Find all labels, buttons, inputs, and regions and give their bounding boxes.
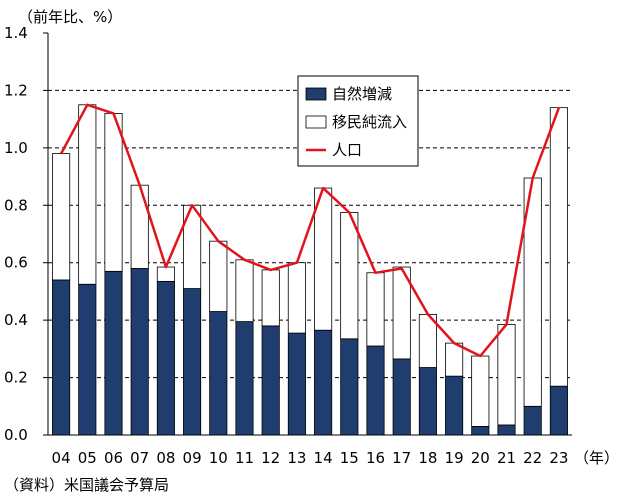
x-tick-label: 06 (104, 449, 123, 467)
bar-natural-increase (366, 345, 385, 436)
bar-natural-increase (261, 325, 280, 436)
legend-label-net-migration: 移民純流入 (332, 113, 407, 131)
bar-net-migration (549, 107, 568, 387)
x-tick-label: 16 (366, 449, 385, 467)
line-population (59, 103, 561, 358)
bar-natural-increase (471, 425, 490, 436)
bar-natural-increase (104, 270, 123, 436)
x-tick-label: 14 (314, 449, 333, 467)
source-note: （資料）米国議会予算局 (4, 476, 170, 494)
bar-natural-increase (445, 375, 464, 436)
legend-swatch-net-migration (305, 115, 327, 129)
bar-natural-increase (130, 268, 149, 436)
x-tick-label: 09 (183, 449, 202, 467)
y-axis-label: （前年比、%） (18, 8, 123, 26)
y-tick-label: 1.2 (4, 81, 28, 99)
x-tick-label: 13 (287, 449, 306, 467)
bar-natural-increase (418, 367, 437, 436)
x-tick-label: 22 (523, 449, 542, 467)
bar-net-migration (156, 266, 175, 282)
legend-label-natural-increase: 自然増減 (332, 85, 392, 103)
x-tick-label: 08 (156, 449, 175, 467)
y-tick-label: 1.4 (4, 24, 28, 42)
bar-net-migration (261, 269, 280, 327)
x-tick-label: 10 (209, 449, 228, 467)
bar-natural-increase (156, 280, 175, 436)
bar-net-migration (366, 272, 385, 347)
bar-natural-increase (209, 311, 228, 436)
bar-natural-increase (340, 338, 359, 436)
y-tick-label: 0.2 (4, 369, 28, 387)
x-tick-label: 05 (78, 449, 97, 467)
bar-net-migration (497, 324, 516, 426)
bar-natural-increase (497, 424, 516, 436)
x-tick-label: 15 (340, 449, 359, 467)
x-tick-label: 21 (497, 449, 516, 467)
y-tick-label: 0.8 (4, 196, 28, 214)
bar-natural-increase (392, 358, 411, 436)
x-tick-label: 07 (130, 449, 149, 467)
x-tick-label: 11 (235, 449, 254, 467)
legend-label-population: 人口 (332, 141, 362, 159)
bar-natural-increase (549, 385, 568, 436)
y-tick-label: 0.4 (4, 311, 28, 329)
bar-net-migration (104, 113, 123, 272)
bar-net-migration (471, 355, 490, 427)
x-tick-label: 12 (261, 449, 280, 467)
bar-net-migration (340, 212, 359, 340)
x-axis-unit: （年） (574, 449, 618, 467)
bar-natural-increase (235, 321, 254, 436)
x-tick-label: 20 (471, 449, 490, 467)
bar-natural-increase (78, 283, 97, 436)
bar-net-migration (314, 187, 333, 331)
x-tick-label: 23 (549, 449, 568, 467)
bar-net-migration (52, 153, 71, 281)
bar-natural-increase (314, 329, 333, 436)
x-tick-label: 17 (392, 449, 411, 467)
x-tick-label: 19 (445, 449, 464, 467)
bar-net-migration (78, 104, 97, 285)
bar-net-migration (445, 342, 464, 377)
bar-net-migration (392, 266, 411, 360)
legend-swatch-natural-increase (305, 87, 327, 101)
y-tick-label: 0.0 (4, 426, 28, 444)
bar-natural-increase (287, 332, 306, 436)
y-tick-label: 0.6 (4, 254, 28, 272)
bar-natural-increase (523, 405, 542, 436)
bar-net-migration (235, 259, 254, 322)
x-tick-label: 04 (52, 449, 71, 467)
bar-net-migration (287, 262, 306, 334)
x-tick-label: 18 (418, 449, 437, 467)
bar-net-migration (130, 184, 149, 269)
bar-net-migration (209, 240, 228, 312)
bar-natural-increase (52, 279, 71, 436)
bar-natural-increase (183, 288, 202, 436)
y-tick-label: 1.0 (4, 139, 28, 157)
